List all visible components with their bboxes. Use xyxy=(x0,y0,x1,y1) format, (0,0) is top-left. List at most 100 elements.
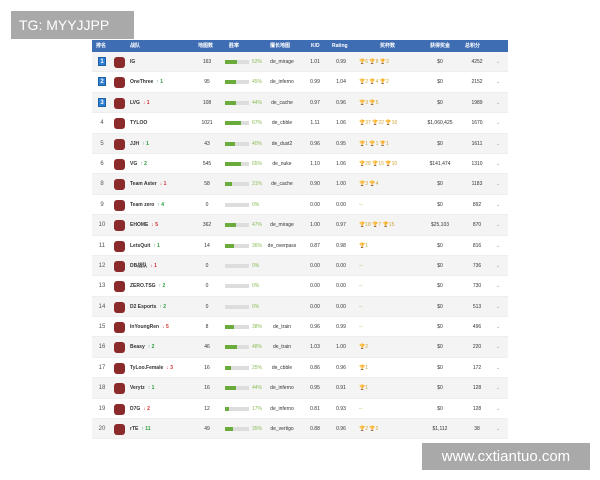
chevron-down-icon[interactable]: ⌄ xyxy=(496,344,501,351)
team-name[interactable]: InYoungRen ↓ 5 xyxy=(130,317,169,337)
maps-count: 49 xyxy=(204,426,210,433)
table-row[interactable]: 11 LetsQuit ↑ 1 14 36% de_overpass 0.87 0.98 🏆1 $… xyxy=(92,236,508,256)
header-kd[interactable]: K/D xyxy=(311,43,320,49)
team-name-text: InYoungRen xyxy=(130,324,160,331)
table-row[interactable]: 14 D2 Esports ↑ 2 0 0% 0.00 0.00 -- $0 513 ⌄ xyxy=(92,296,508,318)
chevron-down-icon[interactable]: ⌄ xyxy=(496,79,501,86)
header-rank[interactable]: 排名 xyxy=(96,43,107,49)
table-row[interactable]: 4 TYLOO 1021 67% de_cbble 1.11 1.06 🏆37 🏆22 🏆16… xyxy=(92,113,508,134)
winrate-bar xyxy=(225,161,249,166)
kd-value: 0.86 xyxy=(310,364,320,371)
table-row[interactable]: 18 Verytz ↑ 1 16 44% de_inferno 0.95 0.91 🏆1 $0 12… xyxy=(92,378,508,399)
team-name[interactable]: VG ↑ 2 xyxy=(130,154,147,174)
chevron-down-icon[interactable]: ⌄ xyxy=(496,262,501,269)
header-prize[interactable]: 获得奖金 xyxy=(430,43,451,49)
table-row[interactable]: 13 ZERO.TSG ↑ 2 0 0% 0.00 0.00 -- $0 730 ⌄ xyxy=(92,276,508,297)
team-name-text: Verytz xyxy=(130,385,145,392)
winrate-text: 67% xyxy=(252,120,263,127)
winrate-text: 44% xyxy=(252,385,263,392)
rank: 3 xyxy=(92,93,112,113)
table-row[interactable]: 2 OneThree ↑ 1 95 45% de_inferno 0.99 1.04 🏆2 🏆4… xyxy=(92,72,508,93)
team-name[interactable]: LVG ↓ 1 xyxy=(130,93,150,113)
rank: 1 xyxy=(92,52,112,72)
chevron-down-icon[interactable]: ⌄ xyxy=(496,59,501,65)
table-row[interactable]: 10 EHOME ↓ 5 362 47% de_mirage 1.00 0.97 🏆18 🏆7 … xyxy=(92,215,508,236)
team-logo-icon xyxy=(114,97,125,109)
team-name[interactable]: D7G ↓ 2 xyxy=(130,399,150,419)
prize-value: $0 xyxy=(437,181,443,188)
chevron-down-icon[interactable]: ⌄ xyxy=(496,99,501,106)
table-row[interactable]: 3 LVG ↓ 1 108 44% de_cache 0.97 0.96 🏆3 🏆5 $0 1989… xyxy=(92,92,508,114)
table-row[interactable]: 6 VG ↑ 2 545 65% de_nuke 1.10 1.06 🏆28 🏆15 🏆10 $1… xyxy=(92,154,508,175)
table-header: 排名 战队 地图数 胜率 擅长地图 K/D Rating 奖杯数 获得奖金 总积… xyxy=(92,40,508,52)
header-team[interactable]: 战队 xyxy=(130,43,141,49)
rank-change: ↑ 2 xyxy=(140,160,147,167)
team-name[interactable]: D2 Esports ↑ 2 xyxy=(130,297,166,317)
team-name[interactable]: IG xyxy=(130,52,135,72)
table-row[interactable]: 9 Team zero ↑ 4 0 0% 0.00 0.00 -- $0 892 ⌄ xyxy=(92,195,508,216)
chevron-down-icon[interactable]: ⌄ xyxy=(496,303,501,310)
table-row[interactable]: 8 Team Aster ↓ 1 58 31% de_cache 0.90 1.00 🏆3 🏆4… xyxy=(92,174,508,195)
chevron-down-icon[interactable]: ⌄ xyxy=(496,222,501,229)
team-name[interactable]: LetsQuit ↑ 1 xyxy=(130,236,160,256)
table-row[interactable]: 16 Beasy ↑ 2 46 48% de_train 1.03 1.00 🏆2 $0 220 ⌄ xyxy=(92,337,508,358)
rank: 14 xyxy=(98,303,106,310)
table-row[interactable]: 17 TyLoo.Female ↓ 3 16 25% de_cbble 0.86 0.96 🏆1… xyxy=(92,358,508,379)
chevron-down-icon[interactable]: ⌄ xyxy=(496,385,501,392)
rank-change: ↓ 3 xyxy=(166,364,173,371)
trophy-counts: 🏆37 🏆22 🏆16 xyxy=(359,120,398,127)
header-rating[interactable]: Rating xyxy=(332,43,348,49)
chevron-down-icon[interactable]: ⌄ xyxy=(496,426,501,433)
team-name[interactable]: rTE ↑ 11 xyxy=(130,419,151,439)
rank: 19 xyxy=(98,405,106,412)
header-maps[interactable]: 地图数 xyxy=(198,43,214,49)
chevron-down-icon[interactable]: ⌄ xyxy=(496,201,501,208)
chevron-down-icon[interactable]: ⌄ xyxy=(496,405,501,412)
team-name[interactable]: Verytz ↑ 1 xyxy=(130,378,154,398)
chevron-down-icon[interactable]: ⌄ xyxy=(496,140,501,147)
table-row[interactable]: 15 InYoungRen ↓ 5 8 38% de_train 0.96 0.99 -- $0 4… xyxy=(92,317,508,338)
trophy-counts: -- xyxy=(359,324,363,331)
winrate-fill xyxy=(225,325,235,330)
team-name[interactable]: Team Aster ↓ 1 xyxy=(130,174,166,194)
kd-value: 0.00 xyxy=(310,283,320,290)
table-row[interactable]: 1 IG 163 52% de_mirage 1.01 0.99 🏆6 🏆8 🏆3 $0 4252… xyxy=(92,52,508,73)
header-best-map[interactable]: 擅长地图 xyxy=(270,43,291,49)
winrate-text: 48% xyxy=(252,344,263,351)
chevron-down-icon[interactable]: ⌄ xyxy=(496,324,501,331)
team-name[interactable]: TYLOO xyxy=(130,113,147,133)
points-value: 128 xyxy=(472,385,482,392)
rating-value: 0.00 xyxy=(336,303,346,310)
prize-value: $0 xyxy=(437,140,443,147)
team-name[interactable]: JJH ↑ 1 xyxy=(130,134,149,154)
chevron-down-icon[interactable]: ⌄ xyxy=(496,120,501,127)
chevron-down-icon[interactable]: ⌄ xyxy=(496,160,501,167)
team-name[interactable]: Team zero ↑ 4 xyxy=(130,195,164,215)
header-winrate[interactable]: 胜率 xyxy=(229,43,240,49)
team-name[interactable]: TyLoo.Female ↓ 3 xyxy=(130,358,173,378)
chevron-down-icon[interactable]: ⌄ xyxy=(496,242,501,249)
table-row[interactable]: 19 D7G ↓ 2 12 17% de_inferno 0.81 0.93 -- $0 128 ⌄ xyxy=(92,399,508,420)
table-row[interactable]: 20 rTE ↑ 11 49 35% de_vertigo 0.88 0.96 🏆2 🏆2 $1,… xyxy=(92,419,508,440)
chevron-down-icon[interactable]: ⌄ xyxy=(496,181,501,188)
chevron-down-icon[interactable]: ⌄ xyxy=(496,364,501,371)
team-name[interactable]: ZERO.TSG ↑ 2 xyxy=(130,276,165,296)
points-value: 2152 xyxy=(471,79,483,86)
team-name[interactable]: OneThree ↑ 1 xyxy=(130,72,163,92)
prize-value: $141,474 xyxy=(429,160,451,167)
team-name[interactable]: EHOME ↓ 5 xyxy=(130,215,158,235)
team-logo-icon xyxy=(114,260,125,272)
chevron-down-icon[interactable]: ⌄ xyxy=(496,283,501,290)
winrate-bar xyxy=(225,406,249,411)
points-value: 128 xyxy=(472,405,482,412)
maps-count: 58 xyxy=(204,181,210,188)
team-name[interactable]: DB战队 ↓ 1 xyxy=(130,256,157,276)
team-name[interactable]: Beasy ↑ 2 xyxy=(130,337,154,357)
table-row[interactable]: 5 JJH ↑ 1 43 40% de_dust2 0.96 0.95 🏆1 🏆1 🏆1 $0 16… xyxy=(92,133,508,154)
maps-count: 0 xyxy=(205,262,209,269)
header-points[interactable]: 总积分 xyxy=(465,43,481,49)
best-map: de_train xyxy=(272,324,292,331)
header-trophies[interactable]: 奖杯数 xyxy=(380,43,396,49)
table-row[interactable]: 12 DB战队 ↓ 1 0 0% 0.00 0.00 -- $0 736 ⌄ xyxy=(92,255,508,277)
rank: 16 xyxy=(98,344,106,351)
